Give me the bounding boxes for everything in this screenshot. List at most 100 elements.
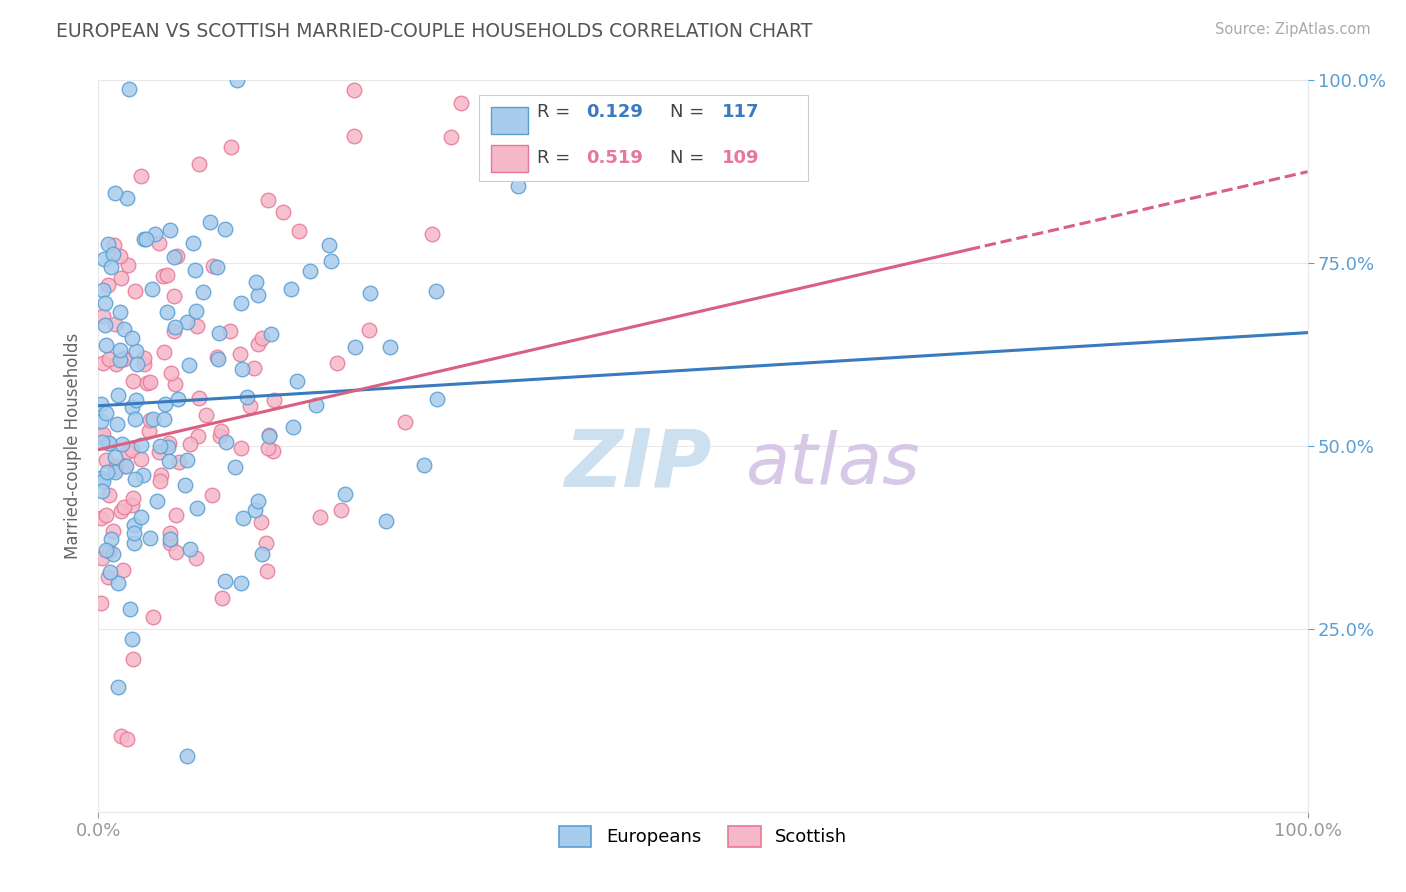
Point [319, 254, 342, 268]
Point [122, 517, 145, 532]
Point [257, 429, 280, 443]
Point [243, 361, 266, 376]
Point [96, 406, 118, 420]
Legend: Europeans, Scottish: Europeans, Scottish [551, 819, 855, 854]
Point [254, 536, 277, 550]
Point [124, 472, 146, 486]
Point [112, 322, 135, 336]
Point [238, 399, 260, 413]
Point [176, 749, 198, 764]
Point [112, 352, 135, 367]
Point [104, 462, 127, 476]
Point [110, 504, 132, 518]
Point [97, 278, 120, 293]
FancyBboxPatch shape [492, 107, 527, 135]
Point [163, 377, 186, 392]
Point [148, 235, 170, 250]
Point [326, 356, 349, 370]
Point [91, 427, 114, 442]
Point [103, 238, 125, 252]
Point [280, 282, 302, 296]
Point [186, 501, 208, 516]
Point [163, 320, 186, 334]
Point [187, 391, 209, 405]
Point [208, 326, 231, 340]
Point [105, 417, 128, 432]
Point [112, 351, 135, 365]
Point [186, 319, 208, 334]
Point [90, 483, 112, 498]
Point [359, 323, 381, 337]
Point [153, 411, 176, 425]
Point [121, 442, 143, 457]
Point [129, 169, 152, 183]
Point [98, 565, 121, 579]
Point [157, 440, 180, 454]
Point [111, 563, 134, 577]
Point [159, 222, 181, 236]
Point [107, 680, 129, 694]
Point [167, 392, 190, 406]
Point [159, 454, 181, 468]
Point [187, 429, 209, 443]
Point [98, 435, 121, 450]
Point [136, 376, 159, 390]
Point [124, 284, 146, 298]
Point [121, 491, 143, 506]
Point [209, 429, 232, 443]
Point [131, 467, 153, 482]
Point [256, 564, 278, 578]
Point [134, 358, 156, 372]
Point [506, 179, 529, 194]
Point [125, 393, 148, 408]
Point [285, 375, 308, 389]
Point [138, 531, 160, 545]
Point [90, 429, 112, 443]
Point [186, 304, 208, 318]
Point [186, 551, 208, 566]
Point [121, 632, 143, 646]
Point [90, 396, 112, 410]
Text: 117: 117 [723, 103, 759, 121]
Point [308, 509, 330, 524]
Point [257, 427, 280, 442]
Y-axis label: Married-couple Households: Married-couple Households [65, 333, 83, 559]
Point [247, 336, 270, 351]
FancyBboxPatch shape [492, 145, 527, 172]
Point [104, 465, 127, 479]
Point [201, 487, 224, 501]
Point [110, 271, 132, 285]
Point [271, 204, 294, 219]
Point [101, 547, 124, 561]
Point [159, 525, 181, 540]
Point [252, 331, 274, 345]
Point [450, 95, 472, 110]
Point [165, 508, 187, 523]
Point [262, 444, 284, 458]
Point [139, 413, 162, 427]
Point [426, 392, 449, 406]
Point [114, 458, 136, 473]
Point [195, 408, 218, 422]
Text: N =: N = [671, 149, 710, 167]
Point [110, 730, 132, 744]
Point [91, 310, 114, 324]
Point [247, 287, 270, 301]
Point [207, 351, 229, 366]
Point [343, 83, 366, 97]
Point [96, 465, 118, 479]
Point [115, 445, 138, 459]
Point [129, 438, 152, 452]
Point [142, 610, 165, 624]
Point [96, 508, 118, 522]
Point [134, 351, 156, 366]
Point [298, 264, 321, 278]
Point [163, 250, 186, 264]
Point [231, 362, 253, 376]
Point [121, 374, 143, 388]
Point [243, 502, 266, 516]
Point [245, 275, 267, 289]
Point [90, 471, 112, 485]
Point [91, 474, 114, 488]
Point [104, 450, 127, 464]
